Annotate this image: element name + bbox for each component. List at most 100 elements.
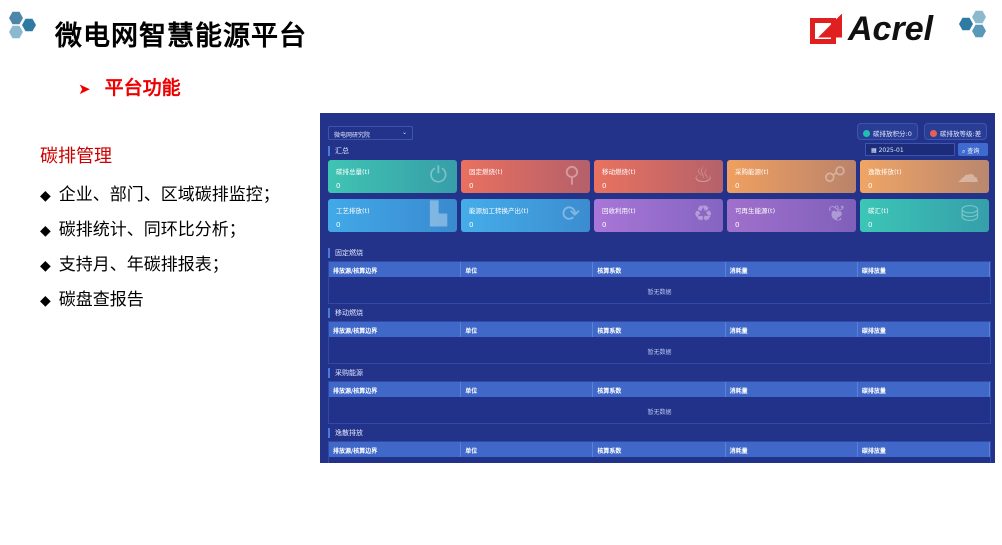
- card-value: 0: [336, 182, 341, 190]
- card-label: 采购能源(t): [735, 168, 769, 176]
- factory-icon: ▙: [430, 202, 447, 227]
- column-header[interactable]: 核算系数: [593, 322, 726, 337]
- table-header: 排放源/核算边界 单位 核算系数 消耗量 碳排放量: [329, 262, 991, 277]
- card-value: 0: [602, 182, 607, 190]
- column-header[interactable]: 消耗量: [726, 322, 858, 337]
- column-header[interactable]: 单位: [461, 262, 594, 277]
- card-label: 碳排总量(t): [336, 168, 370, 176]
- card-label: 逸散排放(t): [868, 168, 902, 176]
- column-header[interactable]: 碳排放量: [858, 322, 991, 337]
- feature-list: 碳排管理 ◆ 企业、部门、区域碳排监控； ◆ 碳排统计、同环比分析； ◆ 支持月、年碳…: [40, 142, 280, 318]
- feature-item: ◆ 碳排统计、同环比分析；: [40, 220, 246, 240]
- table-header: 排放源/核算边界 单位 核算系数 消耗量 碳排放量: [329, 322, 991, 337]
- column-header[interactable]: 消耗量: [726, 442, 858, 457]
- logo-hex: [9, 25, 23, 39]
- summary-title: 汇总: [328, 146, 349, 156]
- query-button[interactable]: ⌕ 查询: [958, 143, 988, 156]
- card-value: 0: [602, 221, 607, 229]
- feature-item: ◆ 支持月、年碳排报表；: [40, 255, 229, 275]
- column-header[interactable]: 碳排放量: [858, 442, 991, 457]
- table-header: 排放源/核算边界 单位 核算系数 消耗量 碳排放量: [329, 382, 991, 397]
- column-header[interactable]: 核算系数: [593, 442, 726, 457]
- column-header[interactable]: 碳排放量: [858, 262, 991, 277]
- card-label: 可再生能源(t): [735, 207, 776, 215]
- column-header[interactable]: 排放源/核算边界: [329, 442, 462, 457]
- logo-hex: [959, 17, 973, 31]
- carbon-score-button[interactable]: 碳排放积分:0: [857, 123, 918, 140]
- summary-card[interactable]: 回收利用(t) 0 ♻: [594, 199, 723, 232]
- card-value: 0: [336, 221, 341, 229]
- column-header[interactable]: 排放源/核算边界: [329, 322, 462, 337]
- exchange-icon: ⟳: [561, 202, 580, 227]
- summary-card[interactable]: 逸散排放(t) 0 ☁: [860, 160, 989, 193]
- cloud-icon: ☁: [957, 163, 979, 188]
- data-table: 排放源/核算边界单位核算系数消耗量碳排放量暂无数据: [328, 261, 991, 304]
- logo-hex: [972, 10, 986, 24]
- data-table: 排放源/核算边界单位核算系数消耗量碳排放量暂无数据: [328, 381, 991, 424]
- location-flame-icon: ⚲: [563, 163, 580, 188]
- card-label: 碳汇(t): [868, 207, 889, 215]
- column-header[interactable]: 单位: [461, 322, 594, 337]
- summary-card[interactable]: 碳汇(t) 0 ⛁: [860, 199, 989, 232]
- section-title: 移动燃烧: [328, 308, 363, 318]
- card-label: 移动燃烧(t): [602, 168, 636, 176]
- column-header[interactable]: 消耗量: [726, 382, 858, 397]
- card-value: 0: [735, 182, 740, 190]
- empty-state: 暂无数据: [329, 457, 990, 463]
- carbon-storage-icon: ⛁: [960, 202, 979, 227]
- column-header[interactable]: 排放源/核算边界: [329, 382, 462, 397]
- column-header[interactable]: 核算系数: [593, 382, 726, 397]
- section-title: 固定燃烧: [328, 248, 363, 258]
- summary-card[interactable]: 采购能源(t) 0 ☍: [727, 160, 856, 193]
- search-icon: ⌕: [962, 148, 968, 155]
- empty-state: 暂无数据: [329, 277, 990, 303]
- month-picker[interactable]: ▦ 2025-01: [865, 143, 955, 156]
- network-icon: ☍: [823, 163, 846, 188]
- card-label: 能源加工转换产出(t): [469, 207, 529, 215]
- card-value: 0: [868, 182, 873, 190]
- table-header: 排放源/核算边界 单位 核算系数 消耗量 碳排放量: [329, 442, 991, 457]
- summary-card[interactable]: 能源加工转换产出(t) 0 ⟳: [461, 199, 590, 232]
- logo-hex: [22, 18, 36, 32]
- column-header[interactable]: 碳排放量: [858, 382, 991, 397]
- column-header[interactable]: 消耗量: [726, 262, 858, 277]
- acrel-logo: Acrel: [810, 10, 933, 49]
- feature-heading: 碳排管理: [40, 146, 112, 167]
- card-label: 回收利用(t): [602, 207, 636, 215]
- fire-icon: ♨: [693, 163, 713, 188]
- plant-hand-icon: ❦: [827, 202, 846, 227]
- card-label: 工艺排放(t): [336, 207, 370, 215]
- column-header[interactable]: 核算系数: [593, 262, 726, 277]
- summary-card[interactable]: 可再生能源(t) 0 ❦: [727, 199, 856, 232]
- logo-hex: [9, 11, 23, 25]
- summary-card[interactable]: 固定燃烧(t) 0 ⚲: [461, 160, 590, 193]
- section-title: 逸散排放: [328, 428, 363, 438]
- card-value: 0: [868, 221, 873, 229]
- logo-hex: [972, 24, 986, 38]
- summary-card[interactable]: 移动燃烧(t) 0 ♨: [594, 160, 723, 193]
- card-value: 0: [735, 221, 740, 229]
- carbon-level-button[interactable]: 碳排放等级:差: [924, 123, 988, 140]
- column-header[interactable]: 单位: [461, 382, 594, 397]
- recycle-icon: ♻: [693, 202, 713, 227]
- column-header[interactable]: 排放源/核算边界: [329, 262, 462, 277]
- slide-title: 微电网智慧能源平台: [55, 21, 307, 52]
- feature-item: ◆ 企业、部门、区域碳排监控；: [40, 185, 280, 205]
- subtitle-text: 平台功能: [104, 77, 181, 99]
- card-label: 固定燃烧(t): [469, 168, 503, 176]
- summary-card[interactable]: 工艺排放(t) 0 ▙: [328, 199, 457, 232]
- chevron-down-icon: ⌄: [401, 129, 407, 136]
- power-icon: ⏻: [429, 163, 447, 188]
- card-value: 0: [469, 182, 474, 190]
- card-value: 0: [469, 221, 474, 229]
- empty-state: 暂无数据: [329, 337, 990, 363]
- summary-card[interactable]: 碳排总量(t) 0 ⏻: [328, 160, 457, 193]
- arrow-icon: ➤: [78, 80, 91, 98]
- section-title: 采购能源: [328, 368, 363, 378]
- calendar-icon: ▦: [871, 147, 879, 154]
- site-select[interactable]: 微电网研究院 ⌄: [328, 126, 413, 140]
- data-table: 排放源/核算边界单位核算系数消耗量碳排放量暂无数据: [328, 321, 991, 364]
- column-header[interactable]: 单位: [461, 442, 594, 457]
- app-screenshot: 微电网研究院 ⌄ 碳排放积分:0 碳排放等级:差 汇总 ▦ 2025-01 ⌕ 查…: [320, 113, 995, 463]
